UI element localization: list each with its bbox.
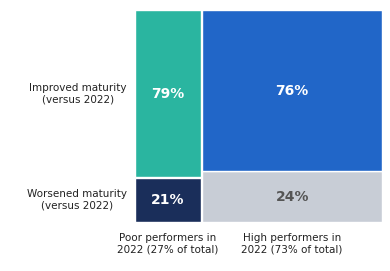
Text: 79%: 79% bbox=[151, 87, 184, 101]
Text: Improved maturity
(versus 2022): Improved maturity (versus 2022) bbox=[29, 83, 127, 105]
Text: 21%: 21% bbox=[151, 193, 185, 207]
Text: High performers in
2022 (73% of total): High performers in 2022 (73% of total) bbox=[241, 233, 343, 255]
Bar bbox=[135, 10, 201, 177]
Text: 24%: 24% bbox=[275, 190, 309, 204]
Text: Worsened maturity
(versus 2022): Worsened maturity (versus 2022) bbox=[27, 189, 127, 211]
Bar bbox=[135, 178, 201, 222]
Text: Poor performers in
2022 (27% of total): Poor performers in 2022 (27% of total) bbox=[117, 233, 219, 255]
Bar bbox=[202, 172, 382, 222]
Text: 76%: 76% bbox=[276, 83, 309, 98]
Bar bbox=[202, 10, 382, 171]
